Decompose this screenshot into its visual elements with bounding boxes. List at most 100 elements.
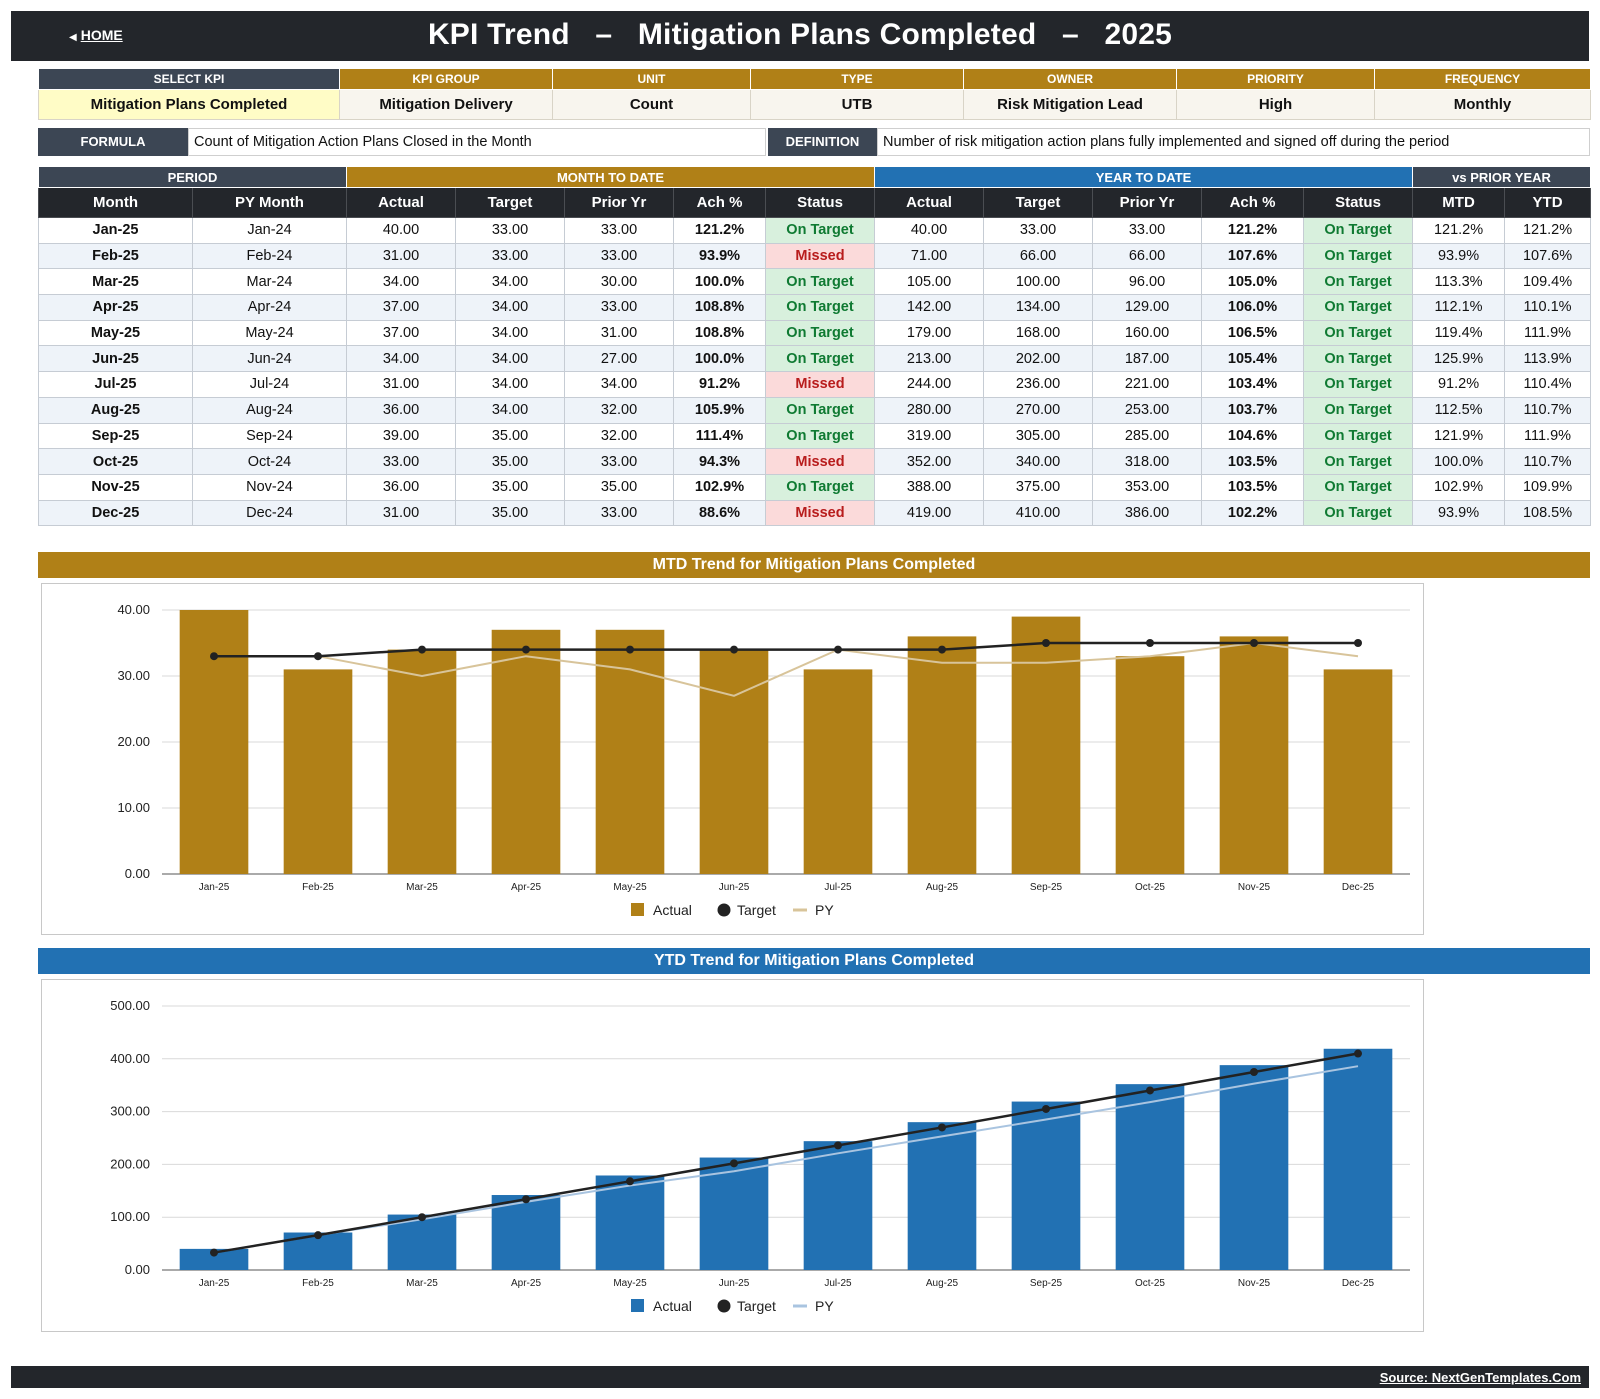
cell-ytd-target: 66.00 <box>983 242 1093 270</box>
group-month-to-date: MONTH TO DATE <box>346 166 875 188</box>
cell-vs-ytd: 111.9% <box>1504 319 1592 347</box>
cell-vs-mtd: 91.2% <box>1412 371 1506 398</box>
cell-ytd-actual: 105.00 <box>874 268 984 296</box>
col-header-py-month: PY Month <box>192 187 347 218</box>
cell-mtd-actual: 37.00 <box>346 319 456 347</box>
target-point-aug-25 <box>938 645 946 654</box>
x-tick-label: Oct-25 <box>1135 1278 1165 1289</box>
ytd-trend-chart: 0.00 100.00 200.00 300.00 400.00 500.00 Jan-25… <box>41 979 1424 1332</box>
target-point-sep-25 <box>1042 639 1050 647</box>
cell-vs-ytd: 110.7% <box>1504 396 1592 424</box>
y-tick-label: 20.00 <box>117 734 150 749</box>
target-point-nov-25 <box>1250 1068 1258 1076</box>
target-point-nov-25 <box>1250 639 1258 647</box>
cell-month: Jul-25 <box>38 371 193 398</box>
cell-mtd-status: On Target <box>765 294 875 321</box>
cell-mtd-ach-pct: 105.9% <box>673 396 766 424</box>
cell-vs-ytd: 107.6% <box>1504 242 1592 270</box>
col-header-mtd-target: Target <box>455 187 565 218</box>
cell-mtd-actual: 36.00 <box>346 473 456 501</box>
target-point-aug-25 <box>938 1123 946 1132</box>
cell-ytd-status: On Target <box>1302 448 1414 475</box>
target-point-feb-25 <box>314 652 322 661</box>
target-point-oct-25 <box>1146 1086 1154 1095</box>
group-year-to-date: YEAR TO DATE <box>873 166 1414 188</box>
cell-month: May-25 <box>38 319 193 347</box>
cell-month: Dec-25 <box>38 499 193 527</box>
home-link[interactable]: ◀ HOME <box>69 27 123 43</box>
bar-actual-sep-25 <box>1011 616 1081 874</box>
table-row: Apr-25 Apr-24 37.00 34.00 33.00 108.8% On Targ… <box>38 294 1592 321</box>
col-header-ytd-prior-yr: Prior Yr <box>1092 187 1202 218</box>
cell-ytd-actual: 142.00 <box>874 294 984 321</box>
cell-mtd-actual: 31.00 <box>346 242 456 270</box>
bar-actual-may-25 <box>595 629 665 874</box>
cell-mtd-actual: 37.00 <box>346 294 456 321</box>
cell-mtd-status: On Target <box>765 396 875 424</box>
type-label: TYPE <box>750 68 964 90</box>
x-tick-label: Mar-25 <box>406 882 438 893</box>
target-series-line <box>213 1052 1359 1254</box>
cell-month: Feb-25 <box>38 242 193 270</box>
y-tick-label: 300.00 <box>110 1104 150 1119</box>
cell-mtd-ach-pct: 91.2% <box>673 371 766 398</box>
table-row: Oct-25 Oct-24 33.00 35.00 33.00 94.3% Missed 35… <box>38 448 1592 475</box>
legend-actual-swatch <box>631 903 644 916</box>
cell-month: Jan-25 <box>38 217 193 244</box>
formula-label: FORMULA <box>38 128 188 156</box>
col-header-mtd-status: Status <box>765 187 875 218</box>
target-point-mar-25 <box>418 1213 426 1222</box>
bar-actual-dec-25 <box>1323 669 1393 874</box>
cell-vs-mtd: 119.4% <box>1412 319 1506 347</box>
x-tick-label: Mar-25 <box>406 1278 438 1289</box>
cell-ytd-ach-pct: 103.4% <box>1201 371 1304 398</box>
x-tick-label: Jan-25 <box>199 1278 230 1289</box>
cell-mtd-prior-yr: 33.00 <box>564 294 674 321</box>
cell-mtd-ach-pct: 100.0% <box>673 268 766 296</box>
cell-ytd-status: On Target <box>1302 345 1414 373</box>
bar-actual-apr-25 <box>491 1195 561 1270</box>
cell-ytd-ach-pct: 105.4% <box>1201 345 1304 373</box>
source-link[interactable]: Source: NextGenTemplates.Com <box>1379 1370 1581 1385</box>
target-point-apr-25 <box>522 1195 530 1204</box>
table-row: Jan-25 Jan-24 40.00 33.00 33.00 121.2% On Targ… <box>38 217 1592 244</box>
kpi-select-dropdown[interactable]: Mitigation Plans Completed <box>38 89 340 120</box>
cell-mtd-status: On Target <box>765 422 875 450</box>
x-tick-label: Jun-25 <box>719 882 750 893</box>
legend-target-label: Target <box>737 1298 776 1314</box>
cell-ytd-actual: 40.00 <box>874 217 984 244</box>
cell-py-month: Aug-24 <box>192 396 347 424</box>
cell-month: Sep-25 <box>38 422 193 450</box>
unit-value: Count <box>552 89 751 120</box>
cell-ytd-target: 202.00 <box>983 345 1093 373</box>
cell-mtd-ach-pct: 88.6% <box>673 499 766 527</box>
unit-label: UNIT <box>552 68 751 90</box>
cell-month: Jun-25 <box>38 345 193 373</box>
cell-ytd-status: On Target <box>1302 268 1414 296</box>
cell-mtd-prior-yr: 33.00 <box>564 499 674 527</box>
cell-ytd-prior-yr: 353.00 <box>1092 473 1202 501</box>
kpi-data-table: PERIOD MONTH TO DATE YEAR TO DATE vs PRI… <box>38 166 1592 527</box>
y-tick-label: 200.00 <box>110 1156 150 1171</box>
cell-mtd-target: 34.00 <box>455 268 565 296</box>
bar-actual-aug-25 <box>907 636 977 874</box>
x-tick-label: Feb-25 <box>302 882 334 893</box>
cell-mtd-prior-yr: 34.00 <box>564 371 674 398</box>
cell-ytd-target: 236.00 <box>983 371 1093 398</box>
bar-actual-apr-25 <box>491 629 561 874</box>
ytd-chart-title: YTD Trend for Mitigation Plans Completed <box>38 948 1590 974</box>
cell-mtd-target: 35.00 <box>455 448 565 475</box>
col-header-mtd-ach-pct: Ach % <box>673 187 766 218</box>
cell-mtd-target: 33.00 <box>455 217 565 244</box>
cell-ytd-status: On Target <box>1302 499 1414 527</box>
cell-vs-ytd: 109.9% <box>1504 473 1592 501</box>
bar-actual-jun-25 <box>699 649 769 874</box>
legend-target-swatch <box>717 1299 731 1313</box>
group-period: PERIOD <box>38 166 347 188</box>
y-tick-label: 30.00 <box>117 668 150 683</box>
y-tick-label: 0.00 <box>125 1262 150 1277</box>
cell-mtd-target: 34.00 <box>455 319 565 347</box>
y-tick-label: 500.00 <box>110 998 150 1013</box>
cell-ytd-ach-pct: 106.5% <box>1201 319 1304 347</box>
cell-vs-mtd: 121.2% <box>1412 217 1506 244</box>
